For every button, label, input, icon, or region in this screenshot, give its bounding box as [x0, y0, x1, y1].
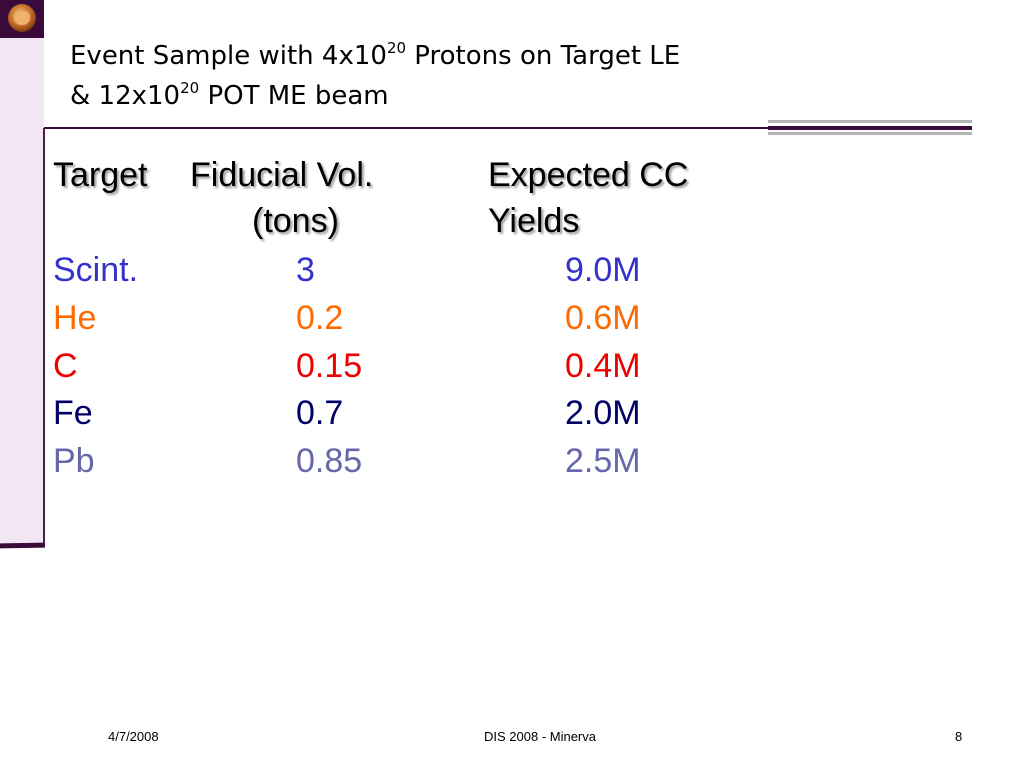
left-decorative-band	[0, 38, 44, 546]
row-target: Scint.	[53, 251, 139, 289]
row-target: C	[53, 347, 78, 385]
header-target: Target	[53, 156, 148, 194]
footer-date: 4/7/2008	[108, 729, 159, 744]
header-expected-cc: Expected CC	[488, 156, 689, 194]
footer-page-number: 8	[955, 729, 963, 744]
left-band-bottom-bar	[0, 542, 45, 549]
row-target: Fe	[53, 394, 93, 432]
title-rule	[44, 127, 972, 129]
row-expected-yield: 2.5M	[565, 442, 641, 480]
row-expected-yield: 2.0M	[565, 394, 641, 432]
row-target: He	[53, 299, 97, 337]
title-rule-right	[768, 126, 972, 130]
header-fiducial-units: (tons)	[252, 202, 339, 240]
title-line-2: & 12x1020 POT ME beam	[70, 79, 389, 112]
left-band-edge	[43, 128, 45, 546]
row-fiducial-vol: 0.2	[296, 299, 344, 337]
footer-title: DIS 2008 - Minerva	[484, 729, 596, 744]
row-fiducial-vol: 0.7	[296, 394, 344, 432]
row-target: Pb	[53, 442, 95, 480]
row-expected-yield: 0.6M	[565, 299, 641, 337]
row-fiducial-vol: 3	[296, 251, 315, 289]
row-fiducial-vol: 0.85	[296, 442, 363, 480]
row-expected-yield: 9.0M	[565, 251, 641, 289]
title-line-1: Event Sample with 4x1020 Protons on Targ…	[70, 39, 681, 72]
row-fiducial-vol: 0.15	[296, 347, 363, 385]
logo-block	[0, 0, 44, 38]
minerva-logo-icon	[8, 4, 36, 32]
header-fiducial-vol: Fiducial Vol.	[190, 156, 374, 194]
slide-title: Event Sample with 4x1020 Protons on Targ…	[70, 36, 830, 116]
header-yields: Yields	[488, 202, 580, 240]
row-expected-yield: 0.4M	[565, 347, 641, 385]
